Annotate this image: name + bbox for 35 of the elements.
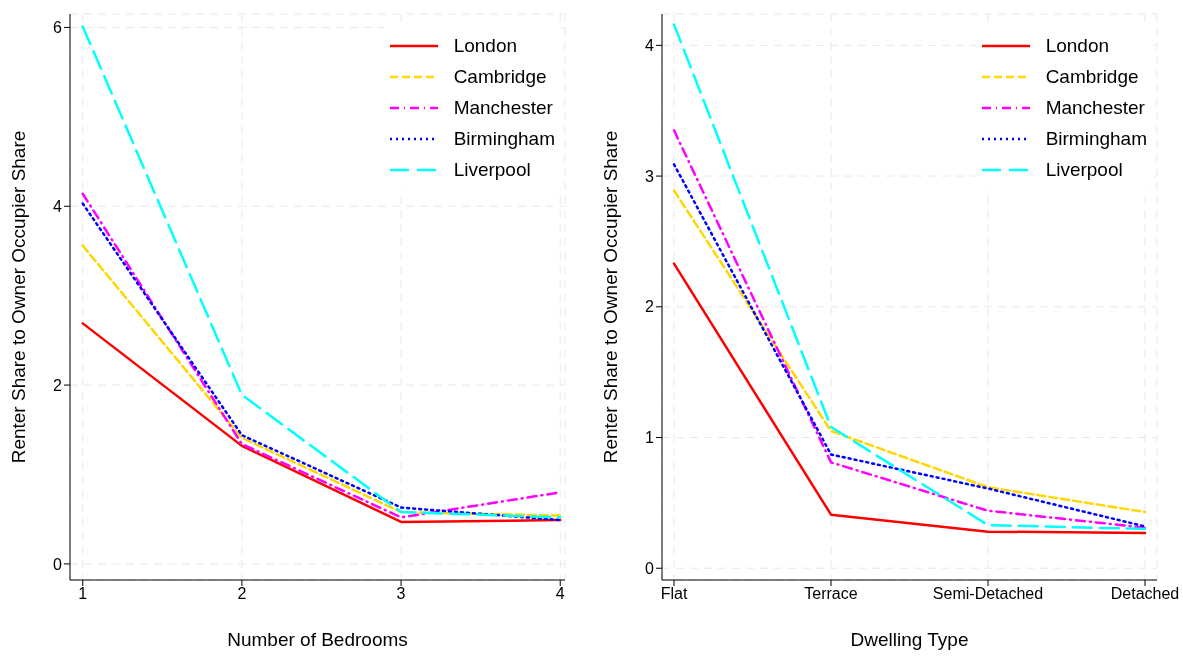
legend-label: Liverpool — [1045, 158, 1123, 181]
x-axis-title: Dwelling Type — [850, 629, 969, 650]
x-tick-label: Semi-Detached — [932, 585, 1044, 603]
y-tick-label: 2 — [53, 376, 63, 394]
y-tick-label: 4 — [645, 37, 655, 55]
x-tick-label: 1 — [78, 585, 88, 603]
line-series — [672, 262, 1147, 535]
x-tick-label: Detached — [1110, 585, 1180, 603]
y-tick-label: 1 — [645, 429, 655, 447]
x-tick-label: Flat — [660, 585, 688, 603]
x-tick-label: 2 — [237, 585, 247, 603]
y-tick-label: 6 — [53, 19, 63, 37]
y-tick-label: 0 — [645, 559, 655, 577]
y-tick-label: 0 — [53, 555, 63, 573]
legend-label: Cambridge — [1045, 65, 1139, 88]
y-tick-label: 4 — [53, 197, 63, 215]
legend-label: London — [453, 34, 518, 57]
legend-label: Liverpool — [453, 158, 531, 181]
line-series — [81, 25, 562, 519]
legend-label: Manchester — [453, 96, 553, 119]
y-tick-label: 2 — [645, 298, 655, 316]
y-axis-title: Renter Share to Owner Occupier Share — [7, 130, 29, 464]
legend-label: Cambridge — [453, 65, 547, 88]
line-series — [81, 322, 562, 524]
y-tick-label: 3 — [645, 167, 655, 185]
y-axis-title: Renter Share to Owner Occupier Share — [599, 130, 621, 464]
x-tick-label: 3 — [396, 585, 406, 603]
x-axis-title: Number of Bedrooms — [227, 629, 408, 650]
legend-label: Manchester — [1045, 96, 1145, 119]
legend-label: Birmingham — [1045, 127, 1147, 150]
line-series — [672, 23, 1147, 531]
x-tick-label: 4 — [555, 585, 565, 603]
legend-label: Birmingham — [453, 127, 555, 150]
x-tick-label: Terrace — [804, 585, 858, 603]
legend-label: London — [1045, 34, 1110, 57]
